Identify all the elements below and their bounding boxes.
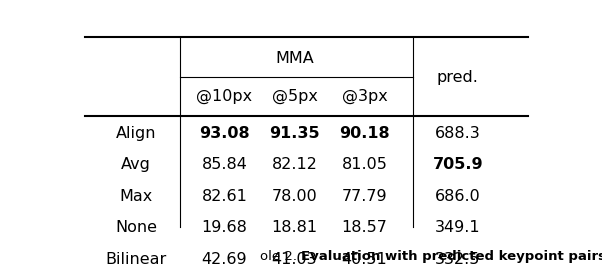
Text: Max: Max xyxy=(119,189,152,204)
Text: 686.0: 686.0 xyxy=(435,189,480,204)
Text: 41.03: 41.03 xyxy=(272,252,317,264)
Text: Avg: Avg xyxy=(121,157,151,172)
Text: Align: Align xyxy=(116,126,156,141)
Text: 688.3: 688.3 xyxy=(435,126,480,141)
Text: 82.61: 82.61 xyxy=(202,189,247,204)
Text: 40.51: 40.51 xyxy=(342,252,387,264)
Text: ole 2.: ole 2. xyxy=(259,250,301,263)
Text: 90.18: 90.18 xyxy=(339,126,390,141)
Text: @5px: @5px xyxy=(272,89,317,104)
Text: 18.81: 18.81 xyxy=(272,220,318,235)
Text: 81.05: 81.05 xyxy=(341,157,388,172)
Text: 332.5: 332.5 xyxy=(435,252,480,264)
Text: @3px: @3px xyxy=(342,89,387,104)
Text: 93.08: 93.08 xyxy=(199,126,250,141)
Text: 42.69: 42.69 xyxy=(202,252,247,264)
Text: Evaluation with predicted keypoint pairs on Roto-3: Evaluation with predicted keypoint pairs… xyxy=(301,250,602,263)
Text: 82.12: 82.12 xyxy=(272,157,317,172)
Text: None: None xyxy=(115,220,157,235)
Text: 91.35: 91.35 xyxy=(269,126,320,141)
Text: pred.: pred. xyxy=(437,70,479,85)
Text: @10px: @10px xyxy=(196,89,253,104)
Text: 705.9: 705.9 xyxy=(432,157,483,172)
Text: 85.84: 85.84 xyxy=(202,157,247,172)
Text: MMA: MMA xyxy=(275,51,314,66)
Text: 78.00: 78.00 xyxy=(272,189,317,204)
Text: 349.1: 349.1 xyxy=(435,220,480,235)
Text: 19.68: 19.68 xyxy=(202,220,247,235)
Text: Bilinear: Bilinear xyxy=(105,252,167,264)
Text: 77.79: 77.79 xyxy=(342,189,387,204)
Text: 18.57: 18.57 xyxy=(341,220,388,235)
